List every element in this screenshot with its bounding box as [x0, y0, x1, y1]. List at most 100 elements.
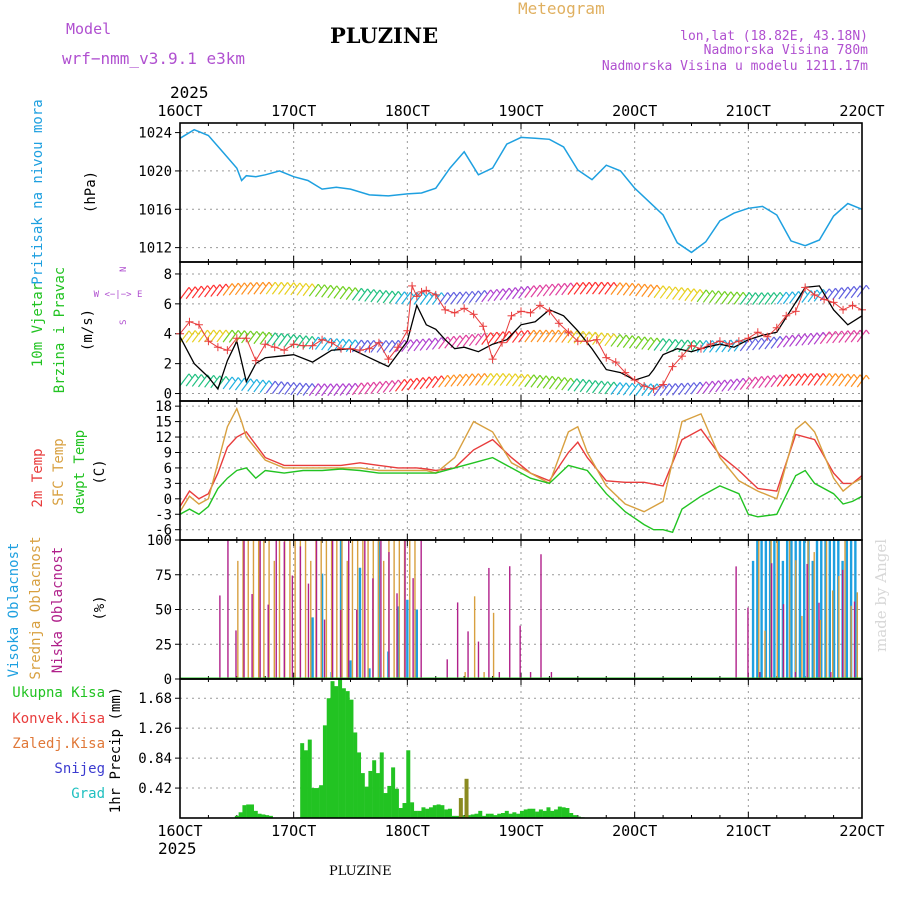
- wind-barb-flag: [656, 284, 661, 290]
- wind-barb-flag: [391, 339, 396, 345]
- wind-barb-flag: [250, 330, 255, 336]
- temp-ylabel-3: dewpt Temp: [72, 430, 88, 514]
- wind-barb-flag: [225, 376, 230, 381]
- wind-barb-flag: [662, 285, 667, 291]
- wind-barb: [850, 329, 861, 343]
- wind-barb: [567, 330, 578, 344]
- wind-barb-flag: [754, 338, 759, 343]
- wind-barb: [308, 336, 319, 350]
- cloud-unit: (%): [92, 595, 108, 620]
- wind-barb-flag: [428, 338, 433, 343]
- wind-barb-flag: [582, 282, 587, 287]
- y-tick-label: 2: [164, 357, 172, 373]
- wind-barb: [197, 329, 208, 343]
- wind-barb: [764, 292, 775, 305]
- wind-barb-flag: [508, 373, 513, 378]
- wind-barb-flag: [619, 382, 624, 387]
- wind-barb: [278, 282, 288, 295]
- wind-barb-flag: [865, 284, 870, 290]
- wind-barb: [450, 374, 461, 387]
- year-label-bottom: 2025: [158, 839, 197, 858]
- wind-barb: [610, 382, 621, 395]
- x-tick-label-top: 16OCT: [157, 102, 202, 120]
- wind-barb: [413, 377, 424, 390]
- wind-barb: [228, 329, 239, 343]
- y-tick-label: 8: [164, 267, 172, 283]
- wind-barb-flag: [791, 291, 796, 297]
- wind-barb: [475, 332, 486, 346]
- wind-barb-flag: [828, 331, 833, 337]
- wind-barb-flag: [188, 330, 193, 336]
- wind-barb: [382, 339, 393, 353]
- x-tick-label-bottom: 22OCT: [839, 822, 884, 840]
- wind-barb: [388, 339, 399, 353]
- wind-barb: [376, 290, 387, 303]
- wind-barb: [487, 372, 498, 386]
- wind-barb: [191, 285, 202, 299]
- wind-barb: [468, 290, 479, 304]
- precip-bar: [394, 788, 399, 818]
- wind-compass-n: N: [119, 267, 129, 272]
- precip-bar: [436, 804, 441, 818]
- wind-barb: [678, 339, 689, 353]
- credit-label: made by Angel: [872, 539, 890, 652]
- wind-barb: [838, 286, 849, 300]
- y-tick-label: -6: [155, 523, 172, 539]
- wind-barb-flag: [520, 330, 525, 335]
- wind-barb: [487, 288, 498, 302]
- wind-barb: [690, 288, 701, 302]
- wind-barb-flag: [213, 374, 218, 380]
- precip-bar: [527, 808, 532, 818]
- wind-barb: [401, 291, 412, 305]
- wind-barb: [284, 382, 295, 395]
- wind-barb-flag: [742, 291, 747, 297]
- wind-barb: [524, 374, 535, 388]
- wind-barb: [530, 374, 541, 388]
- precip-bar: [391, 767, 396, 818]
- wind-barb: [228, 377, 239, 390]
- wind-barb: [838, 373, 849, 387]
- wind-barb: [425, 337, 436, 351]
- wind-barb-flag: [705, 289, 710, 295]
- wind-barb: [770, 374, 781, 388]
- wind-barb: [511, 373, 522, 387]
- wind-barb-flag: [601, 281, 605, 287]
- wind-barb: [333, 286, 344, 299]
- wind-barb: [419, 292, 430, 305]
- wind-barb: [548, 376, 559, 390]
- wind-barb-flag: [718, 290, 722, 296]
- wind-barb: [555, 377, 566, 390]
- wind-barb-flag: [317, 383, 322, 389]
- wind-barb: [702, 380, 713, 394]
- wind-barb-flag: [299, 282, 304, 288]
- y-tick-label: 50: [155, 603, 172, 619]
- wind-barb: [431, 375, 442, 389]
- wind-barb: [813, 372, 824, 386]
- wind-barb: [358, 288, 369, 302]
- wind-barb-flag: [625, 282, 630, 288]
- wind-barb-flag: [496, 372, 501, 378]
- wind-barb-flag: [533, 374, 538, 380]
- wind-barb: [444, 291, 455, 305]
- wind-barb: [191, 329, 202, 343]
- wind-barb-flag: [816, 372, 821, 378]
- wind-barb-flag: [440, 375, 445, 381]
- wind-barb: [721, 291, 732, 305]
- wind-barb: [795, 373, 806, 386]
- wind-barb: [782, 373, 793, 387]
- precip-bar: [341, 688, 346, 818]
- wind-barb: [635, 283, 646, 297]
- wind-barb-flag: [262, 281, 267, 287]
- wind-barb-flag: [736, 291, 741, 297]
- precip-bar: [249, 804, 254, 818]
- wind-gust-line: [179, 284, 863, 390]
- wind-barb-flag: [594, 281, 599, 287]
- wind-barb-flag: [576, 330, 581, 336]
- wind-barb-flag: [360, 287, 365, 293]
- wind-barb-flag: [453, 374, 458, 380]
- wind-barb: [542, 375, 553, 389]
- wind-barb: [844, 329, 855, 343]
- wind-barb-flag: [674, 338, 679, 344]
- precip-bar: [485, 813, 490, 818]
- wind-barb: [628, 335, 639, 349]
